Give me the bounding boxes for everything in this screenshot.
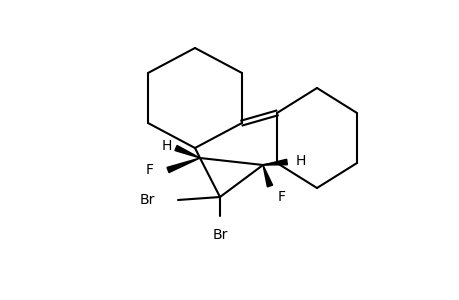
Text: H: H [162,139,172,153]
Polygon shape [263,159,287,165]
Polygon shape [174,146,200,158]
Polygon shape [263,165,272,187]
Text: H: H [295,154,306,168]
Polygon shape [167,158,200,172]
Text: F: F [146,163,154,177]
Text: Br: Br [140,193,155,207]
Text: F: F [277,190,285,204]
Text: Br: Br [212,228,227,242]
